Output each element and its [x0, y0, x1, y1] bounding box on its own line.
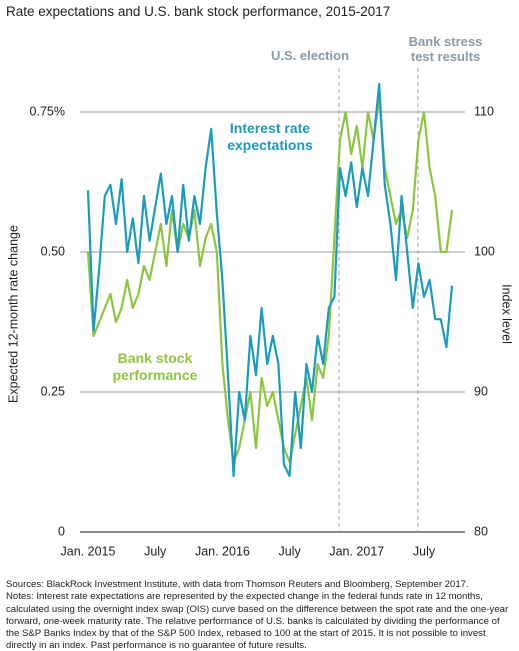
- x-tick-label: Jan. 2016: [195, 544, 250, 558]
- series-label: Bank stock performance: [112, 350, 198, 383]
- y-tick-label: 0.75%: [30, 104, 65, 118]
- y2-axis-label: Index level: [500, 284, 514, 344]
- y2-tick-label: 100: [474, 244, 495, 258]
- x-tick-label: July: [278, 544, 301, 558]
- y-tick-label: 0: [58, 524, 65, 538]
- y2-tick-label: 110: [474, 104, 494, 118]
- x-tick-label: July: [144, 544, 167, 558]
- y2-tick-label: 90: [474, 384, 488, 398]
- sources: Sources: BlackRock Investment Institute,…: [6, 579, 469, 590]
- series-line: [86, 82, 454, 478]
- notes: Notes: Interest rate expectations are re…: [6, 591, 509, 651]
- y2-tick-label: 80: [474, 524, 488, 538]
- y-tick-label: 0.50: [41, 244, 65, 258]
- series-label: Interest rate expectations: [227, 120, 313, 153]
- x-tick-label: Jan. 2017: [329, 544, 384, 558]
- series-line: [86, 96, 454, 464]
- x-tick-label: Jan. 2015: [61, 544, 116, 558]
- y-axis-label: Expected 12-month rate change: [6, 225, 20, 403]
- chart-title: Rate expectations and U.S. bank stock pe…: [6, 4, 391, 19]
- y-tick-label: 0.25: [41, 384, 65, 398]
- x-tick-label: July: [413, 544, 436, 558]
- annotation: U.S. election: [270, 48, 350, 63]
- footnote: Sources: BlackRock Investment Institute,…: [6, 579, 514, 651]
- annotation: Bank stress test results: [408, 34, 483, 64]
